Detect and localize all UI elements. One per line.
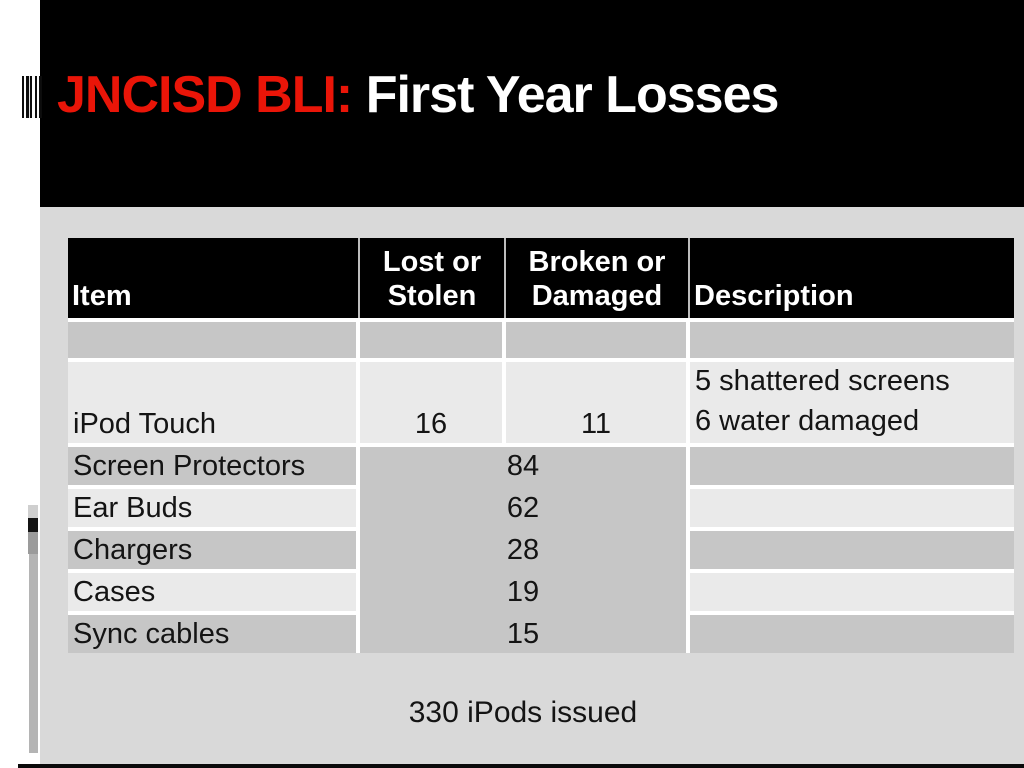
header-lost-line2: Stolen	[387, 279, 477, 312]
header-lost-line1: Lost or	[382, 246, 482, 279]
combined-value: 84	[506, 449, 540, 482]
scrollbar-segment	[28, 505, 38, 518]
table-cell-description	[690, 615, 1014, 653]
losses-table: Item Lost or Stolen Broken or Damaged De…	[68, 238, 1014, 653]
table-header-row: Item Lost or Stolen Broken or Damaged De…	[68, 238, 1014, 318]
title-prefix: JNCISD BLI:	[57, 66, 353, 124]
header-broken-line1: Broken or	[528, 246, 666, 279]
table-cell-empty	[690, 322, 1014, 358]
table-cell-item: Screen Protectors	[68, 447, 356, 485]
slide-title: JNCISD BLI: First Year Losses	[57, 66, 780, 126]
scrollbar-segment	[28, 532, 38, 554]
slide-title-band	[40, 0, 1024, 207]
header-cell-broken-or-damaged: Broken or Damaged	[504, 238, 688, 318]
combined-value: 62	[506, 491, 540, 524]
header-cell-item: Item	[72, 279, 132, 312]
title-rest: First Year Losses	[352, 66, 780, 124]
table-cell-lost-value: 16	[360, 362, 502, 443]
table-cell-description: 5 shattered screens 6 water damaged	[690, 362, 1014, 443]
table-merged-combined-cell: 84 62 28 19 15	[360, 447, 686, 653]
scrollbar-segment	[28, 518, 38, 532]
table-cell-item: Cases	[68, 573, 356, 611]
description-line2: 6 water damaged	[695, 404, 920, 437]
table-cell-description	[690, 531, 1014, 569]
table-cell-item: Ear Buds	[68, 489, 356, 527]
table-body: iPod Touch 16 11 5 shattered screens 6 w…	[68, 318, 1014, 653]
combined-value: 28	[506, 533, 540, 566]
left-scrollbar[interactable]	[28, 505, 38, 755]
bottom-edge-bar	[18, 764, 1024, 768]
scrollbar-thumb[interactable]	[29, 554, 38, 753]
description-line1: 5 shattered screens	[695, 364, 950, 397]
header-cell-description: Description	[688, 238, 1014, 318]
table-cell-description	[690, 573, 1014, 611]
combined-value: 19	[506, 575, 540, 608]
table-cell-item: Sync cables	[68, 615, 356, 653]
header-cell-lost-or-stolen: Lost or Stolen	[358, 238, 504, 318]
table-cell-item: Chargers	[68, 531, 356, 569]
table-cell-description	[690, 489, 1014, 527]
table-cell-empty	[506, 322, 686, 358]
combined-value: 15	[506, 617, 540, 650]
table-cell-description	[690, 447, 1014, 485]
table-cell-empty	[360, 322, 502, 358]
table-cell-empty	[68, 322, 356, 358]
table-cell-broken-value: 11	[506, 362, 686, 443]
header-broken-line2: Damaged	[531, 279, 663, 312]
table-cell-item: iPod Touch	[68, 362, 356, 443]
barcode-ornament-icon	[22, 76, 42, 118]
ipods-issued-note: 330 iPods issued	[408, 696, 638, 729]
